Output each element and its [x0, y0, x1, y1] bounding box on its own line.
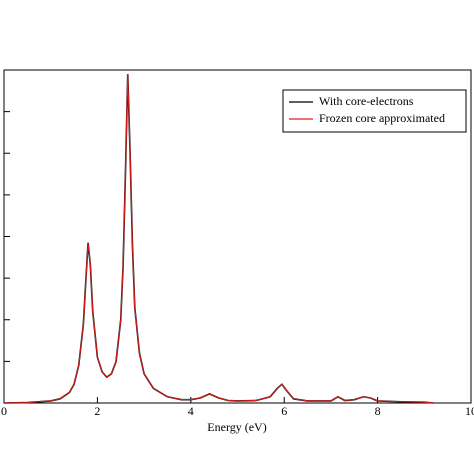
x-tick-label: 0 [1, 404, 7, 418]
x-tick-label: 8 [375, 404, 381, 418]
x-axis-label: Energy (eV) [207, 420, 266, 434]
x-tick-label: 6 [281, 404, 287, 418]
legend-label: Frozen core approximated [319, 111, 445, 125]
legend-box [282, 89, 467, 133]
x-tick-label: 10 [465, 404, 474, 418]
x-tick-label: 4 [188, 404, 194, 418]
series-line [3, 74, 434, 404]
legend-label: With core-electrons [319, 94, 414, 108]
x-tick-label: 2 [94, 404, 100, 418]
